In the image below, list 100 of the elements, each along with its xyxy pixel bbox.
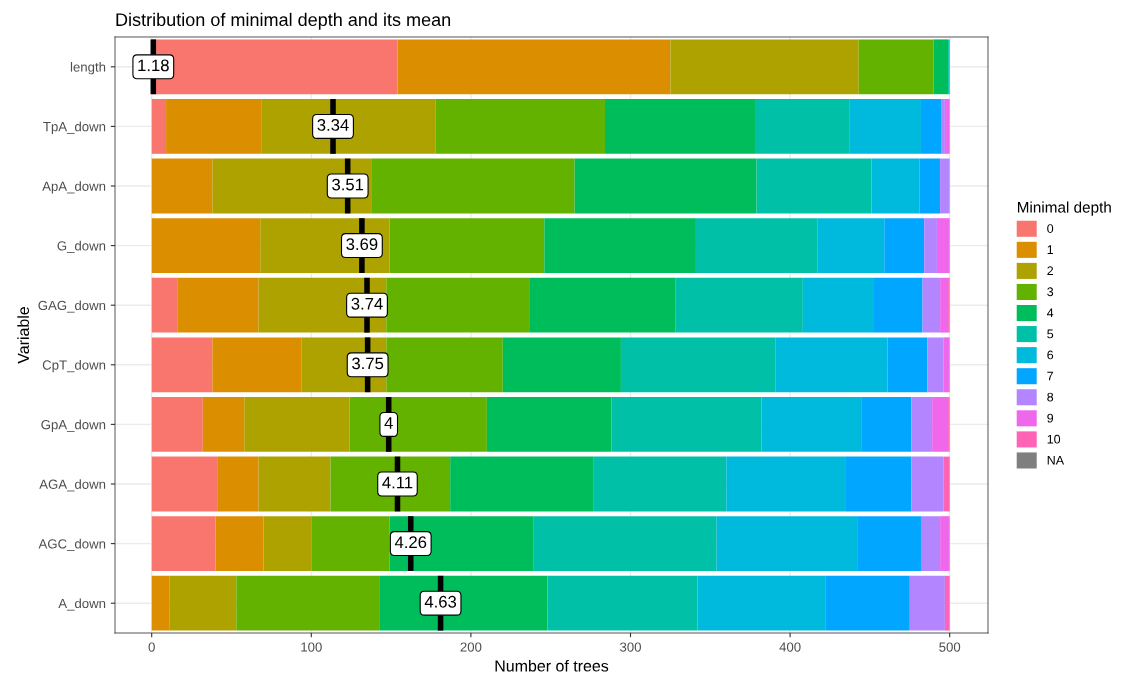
bar [726,456,846,512]
bar [311,516,390,572]
bar [944,575,950,631]
bar [151,575,170,631]
bar [761,396,862,452]
y-tick-label: A_down [58,598,106,611]
bar [695,218,818,274]
bar [202,396,245,452]
annotation: 3.51 [332,178,364,191]
y-tick-label: TpA_down [43,121,106,134]
bar [940,158,950,214]
bar [169,575,237,631]
bar [675,277,803,333]
bar [386,337,503,393]
bar [151,277,178,333]
y-tick-label: G_down [57,240,106,253]
annotation: 3.34 [317,119,349,131]
bar [775,337,888,393]
annotation: 3.74 [351,297,383,310]
bar [151,456,218,512]
legend-label: 0 [1047,224,1054,233]
bar [756,158,872,214]
bar [529,277,676,333]
bar [533,516,717,572]
bar [544,218,696,274]
x-tick-label: 300 [620,642,641,652]
legend-title: Minimal depth [1017,201,1111,216]
bar [943,337,950,393]
bar [871,158,920,214]
y-tick-label: GpA_down [41,419,106,432]
bar [389,218,545,274]
bar [887,337,928,393]
bar [922,277,941,333]
bar [924,218,937,274]
bar [397,39,671,95]
bar [944,98,950,154]
bar [716,516,858,572]
bar [574,158,757,214]
bar [940,516,950,572]
bar [940,277,949,333]
legend-label: 5 [1047,329,1054,339]
bar [604,98,755,154]
bar [849,98,921,154]
y-tick-label: AGA_down [39,479,106,492]
legend-label: 4 [1047,308,1054,318]
bar [151,337,213,393]
bar [258,456,331,512]
bar [151,158,213,214]
legend-label: 6 [1047,350,1054,360]
bar [212,337,302,393]
annotation: 4.26 [394,536,427,549]
bar [217,456,259,512]
legend-label: 1 [1047,245,1054,254]
bar [502,337,621,393]
bar [941,98,945,154]
y-tick-label: AGC_down [38,538,106,551]
bar [435,98,605,154]
annotation: 4.11 [382,476,413,489]
bar [620,337,776,393]
bar [670,39,859,95]
bar [919,158,941,214]
bar [933,39,949,95]
legend-label: 9 [1047,413,1054,423]
bar [932,396,949,452]
y-tick-label: ApA_down [42,181,106,194]
annotation: 4 [384,417,393,429]
bar [857,516,921,572]
chart-title: Distribution of minimal depth and its mean [116,12,451,30]
bar [920,516,941,572]
y-tick-label: GAG_down [38,300,106,313]
bar [386,277,530,333]
bar [884,218,925,274]
annotation: 3.75 [352,357,384,370]
bar [349,396,487,452]
x-tick-label: 0 [148,642,155,652]
annotation: 1.18 [138,59,169,72]
bar [547,575,698,631]
bar [177,277,259,333]
bar [873,277,923,333]
bar [151,218,261,274]
legend-label: 7 [1047,371,1054,381]
bar [263,516,312,572]
bar [911,456,944,512]
bar [858,39,934,95]
legend-label: 2 [1047,266,1054,275]
bar [215,516,264,572]
x-tick-label: 500 [939,642,961,652]
bar [943,456,950,512]
y-tick-label: CpT_down [42,360,106,373]
bar [911,396,933,452]
bar [244,396,350,452]
x-tick-label: 100 [301,642,322,652]
x-axis-title: Number of trees [495,659,609,672]
bar [486,396,612,452]
bar [166,98,262,154]
bar [845,456,912,512]
bar [371,158,575,214]
bar [261,98,436,154]
bar [611,396,762,452]
x-tick-label: 200 [460,642,482,652]
